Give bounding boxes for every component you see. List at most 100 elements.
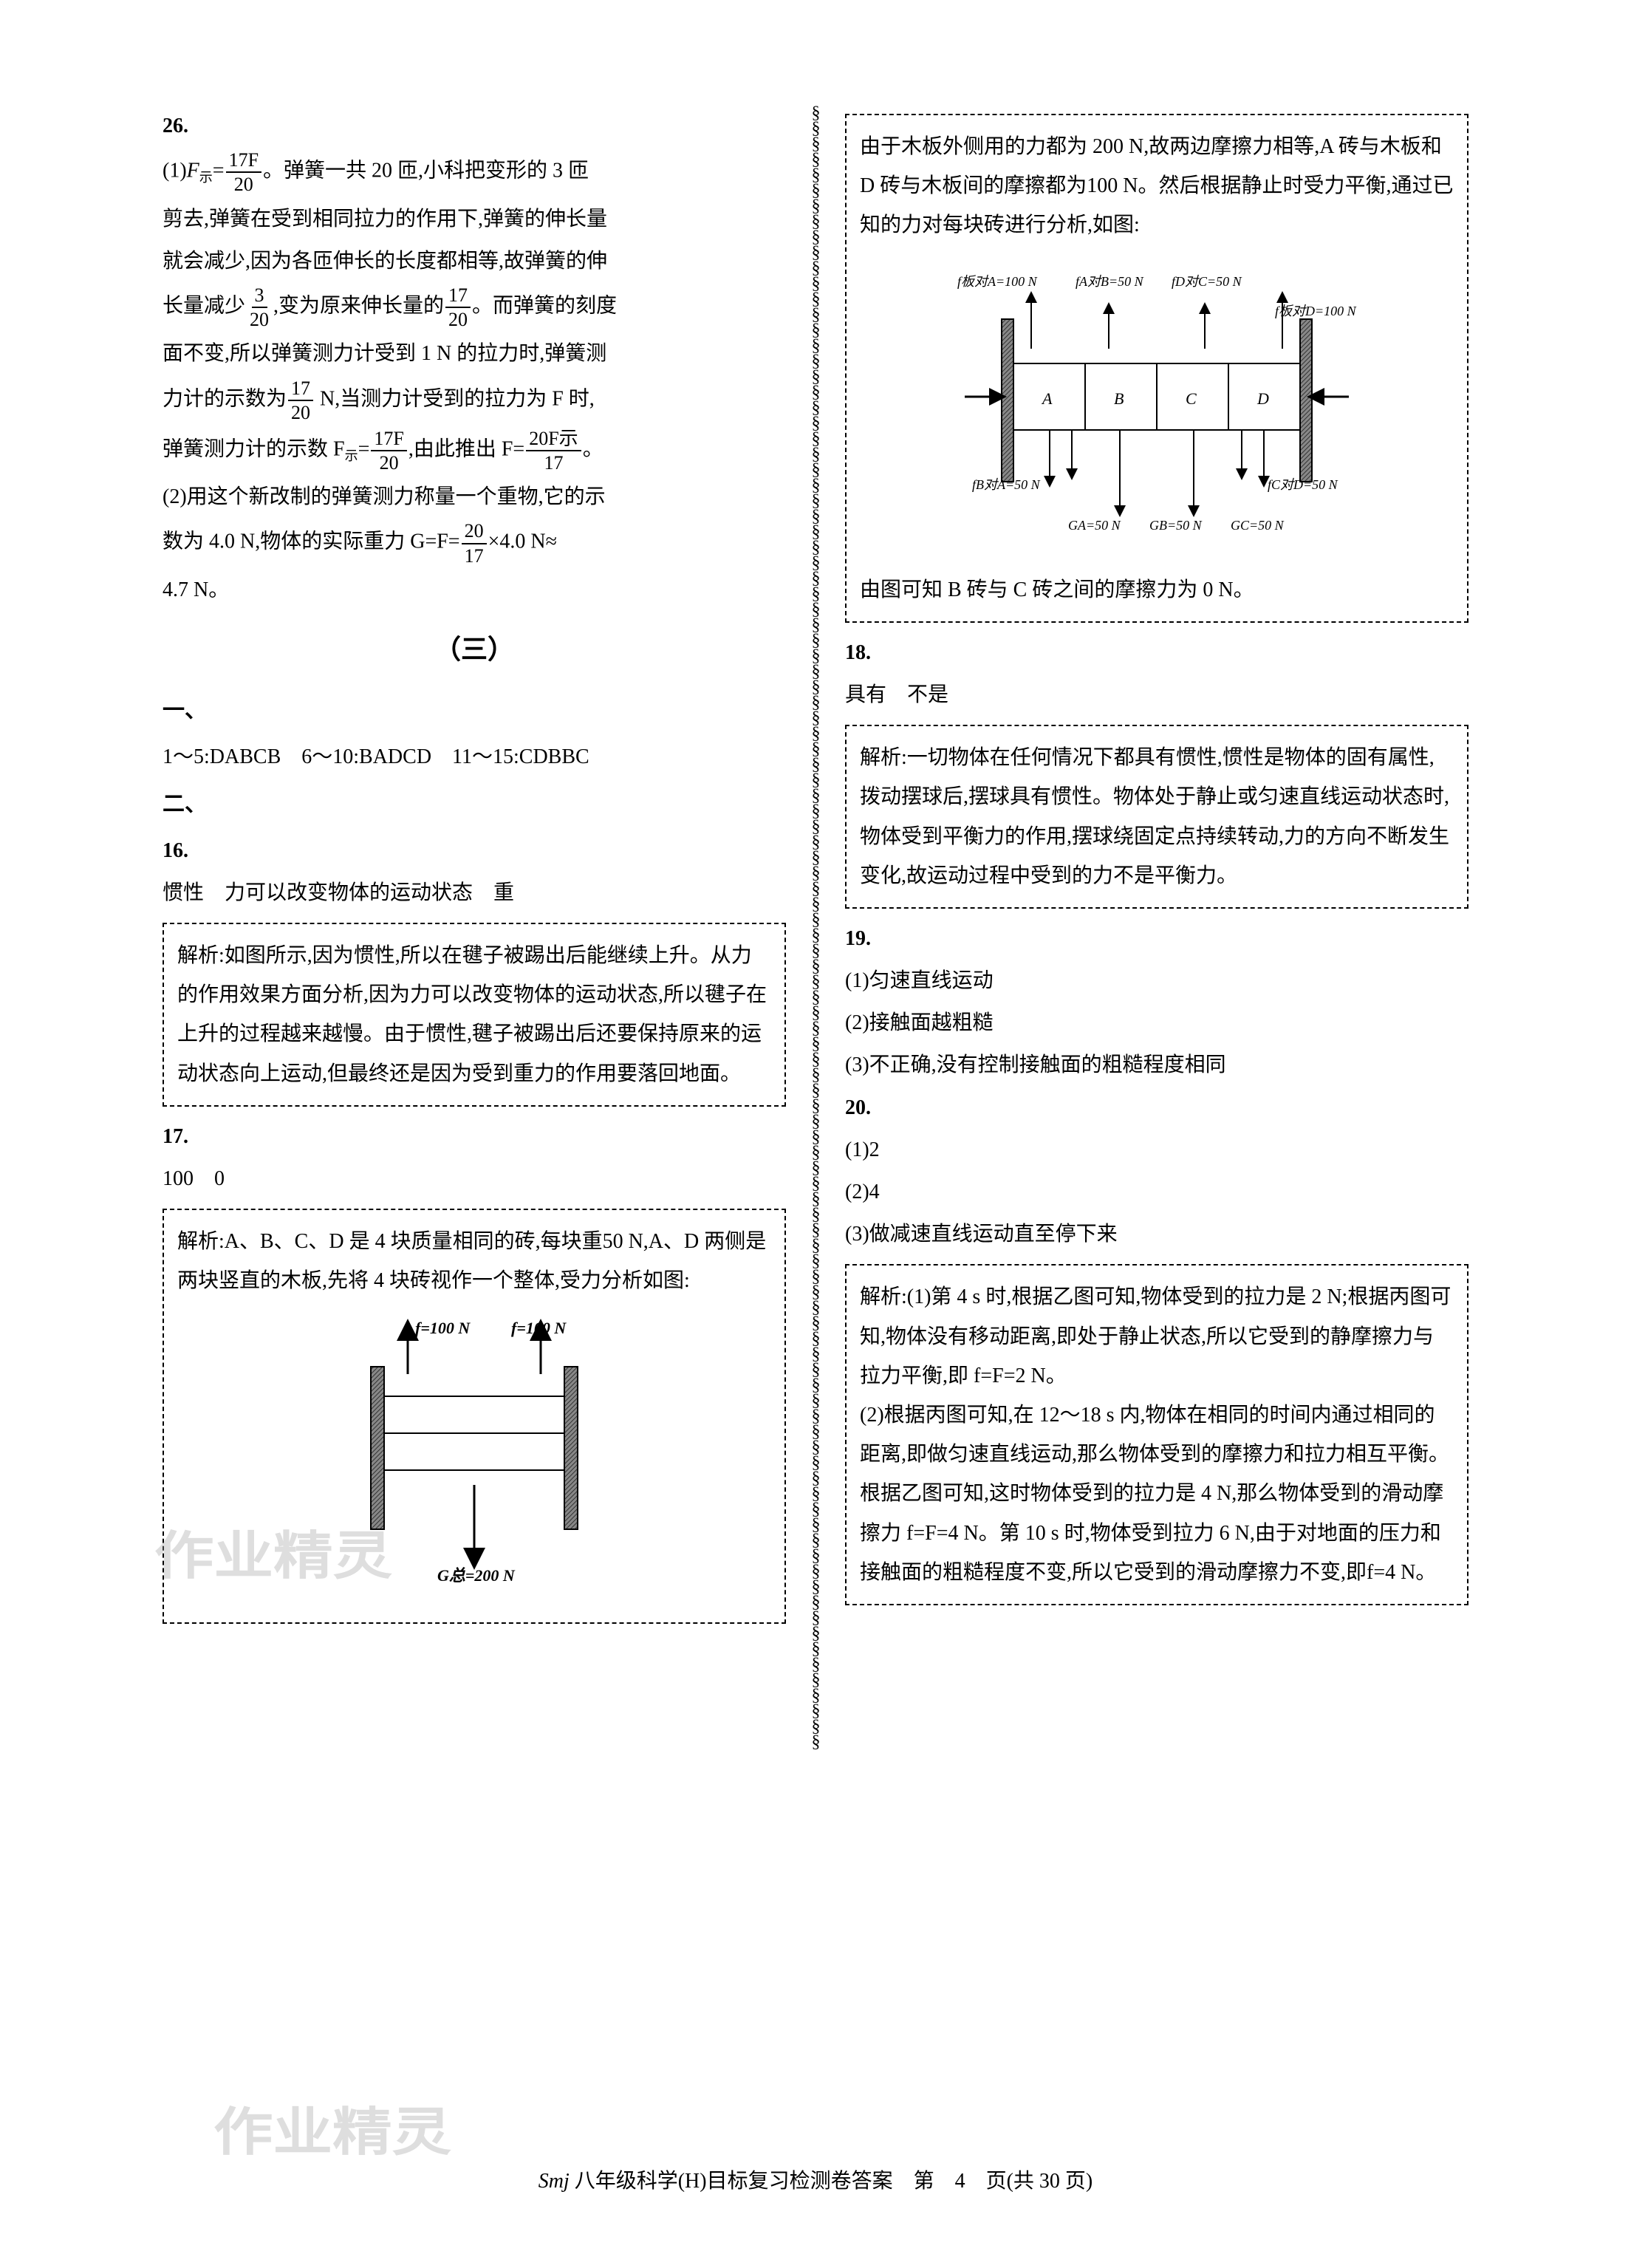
q26-6a: 力计的示数为 (163, 387, 287, 410)
frac2-num: 3 (252, 284, 267, 308)
frac3-den: 20 (445, 308, 471, 331)
brick-b: B (1114, 389, 1124, 408)
page-footer: Smj 八年级科学(H)目标复习检测卷答案 第 4 页(共 30 页) (0, 2165, 1631, 2194)
q-num-18: 18. (845, 641, 871, 664)
frac5: 17F20 (371, 427, 406, 474)
d2-GB: GB=50 N (1149, 518, 1203, 533)
frac2-den: 20 (247, 308, 272, 331)
frac5-num: 17F (371, 427, 406, 451)
d2-GA: GA=50 N (1068, 518, 1121, 533)
left-column: 26. (1)F示=17F20。弹簧一共 20 匝,小科把变形的 3 匝 剪去,… (163, 103, 786, 2128)
q18-number: 18. (845, 633, 1468, 672)
part2-head: 二、 (163, 783, 786, 825)
column-divider: §§§§§§§§§§§§§§§§§§§§§§§§§§§§§§§§§§§§§§§§… (808, 103, 823, 2128)
frac2: 320 (247, 284, 272, 331)
d1-g: G总=200 N (437, 1566, 516, 1585)
q16-answer: 惯性 力可以改变物体的运动状态 重 (163, 873, 786, 912)
q26-line1: (1)F示=17F20。弹簧一共 20 匝,小科把变形的 3 匝 (163, 148, 786, 196)
q26-7d: 。 (583, 437, 603, 460)
q17-continued-box: 由于木板外侧用的力都为 200 N,故两边摩擦力相等,A 砖与木板和 D 砖与木… (845, 114, 1468, 623)
part1-head: 一、 (163, 689, 786, 731)
q19-line2: (2)接触面越粗糙 (845, 1003, 1468, 1042)
q17-answer: 100 0 (163, 1159, 786, 1198)
q20-line1: (1)2 (845, 1130, 1468, 1169)
q26-6b: N,当测力计受到的拉力为 F 时, (315, 387, 595, 410)
divider-wave: §§§§§§§§§§§§§§§§§§§§§§§§§§§§§§§§§§§§§§§§… (808, 103, 823, 1748)
d1-fr: f=100 N (511, 1319, 567, 1337)
d2-fA: f板对A=100 N (957, 274, 1038, 289)
q17-explanation-box: 解析:A、B、C、D 是 4 块质量相同的砖,每块重50 N,A、D 两侧是两块… (163, 1209, 786, 1624)
q17-cont-conclusion: 由图可知 B 砖与 C 砖之间的摩擦力为 0 N。 (860, 570, 1454, 609)
q26-7a: 弹簧测力计的示数 F (163, 437, 345, 460)
q26-line9: 数为 4.0 N,物体的实际重力 G=F=2017×4.0 N≈ (163, 519, 786, 567)
page-content: 26. (1)F示=17F20。弹簧一共 20 匝,小科把变形的 3 匝 剪去,… (163, 103, 1468, 2128)
brick-a: A (1041, 389, 1053, 408)
q26-1a: (1) (163, 160, 187, 182)
d2-fCD: fC对D=50 N (1268, 477, 1338, 492)
q20-line3: (3)做减速直线运动直至停下来 (845, 1215, 1468, 1254)
q-num-17: 17. (163, 1125, 188, 1148)
q26-7c: ,由此推出 F= (408, 437, 524, 460)
q17-number: 17. (163, 1117, 786, 1156)
d2-fDC: fD对C=50 N (1172, 274, 1242, 289)
frac6-den: 17 (541, 451, 566, 474)
q17-cont-text: 由于木板外侧用的力都为 200 N,故两边摩擦力相等,A 砖与木板和 D 砖与木… (860, 127, 1454, 245)
q20-line2: (2)4 (845, 1172, 1468, 1212)
q26-line4: 长量减少320,变为原来伸长量的1720。而弹簧的刻度 (163, 284, 786, 331)
q26-line5: 面不变,所以弹簧测力计受到 1 N 的拉力时,弹簧测 (163, 334, 786, 373)
q19-number: 19. (845, 919, 1468, 958)
right-column: 由于木板外侧用的力都为 200 N,故两边摩擦力相等,A 砖与木板和 D 砖与木… (845, 103, 1468, 2128)
frac7-den: 17 (462, 544, 487, 567)
q26-line10: 4.7 N。 (163, 570, 786, 609)
q26-9a: 数为 4.0 N,物体的实际重力 G=F= (163, 530, 460, 553)
footer-text: 八年级科学(H)目标复习检测卷答案 第 4 页(共 30 页) (575, 2170, 1093, 2193)
q26-7sub: 示 (345, 448, 358, 463)
q26-1sub: 示 (199, 170, 213, 185)
q26-4b: ,变为原来伸长量的 (273, 295, 444, 318)
frac4-num: 17 (288, 377, 313, 401)
q19-line3: (3)不正确,没有控制接触面的粗糙程度相同 (845, 1045, 1468, 1085)
q16-explanation-box: 解析:如图所示,因为惯性,所以在毽子被踢出后能继续上升。从力的作用效果方面分析,… (163, 923, 786, 1107)
q20-explanation-box: 解析:(1)第 4 s 时,根据乙图可知,物体受到的拉力是 2 N;根据丙图可知… (845, 1264, 1468, 1605)
q26-4c: 。而弹簧的刻度 (472, 295, 617, 318)
q20-number: 20. (845, 1088, 1468, 1127)
q26-4a: 长量减少 (163, 295, 245, 318)
q26-line2: 剪去,弹簧在受到相同拉力的作用下,弹簧的伸长量 (163, 199, 786, 239)
q18-explanation-box: 解析:一切物体在任何情况下都具有惯性,惯性是物体的固有属性,拨动摆球后,摆球具有… (845, 725, 1468, 909)
q-num-20: 20. (845, 1096, 871, 1119)
frac1-num: 17F (226, 148, 261, 173)
diagram1: f=100 N f=100 N G总=200 N (177, 1315, 771, 1596)
q26-line3: 就会减少,因为各匝伸长的长度都相等,故弹簧的伸 (163, 242, 786, 281)
q26-line7: 弹簧测力计的示数 F示=17F20,由此推出 F=20F示17。 (163, 427, 786, 474)
q17-explanation-text: 解析:A、B、C、D 是 4 块质量相同的砖,每块重50 N,A、D 两侧是两块… (177, 1222, 771, 1300)
d2-fBD: f板对D=100 N (1275, 304, 1357, 318)
q18-answer: 具有 不是 (845, 675, 1468, 714)
frac3: 1720 (445, 284, 471, 331)
q-num-26: 26. (163, 115, 188, 137)
q26-9b: ×4.0 N≈ (488, 530, 557, 553)
frac4-den: 20 (288, 401, 313, 424)
q-num-16: 16. (163, 839, 188, 862)
frac7: 2017 (462, 519, 487, 567)
q26-1d: 。弹簧一共 20 匝,小科把变形的 3 匝 (263, 160, 589, 182)
q19-line1: (1)匀速直线运动 (845, 961, 1468, 1000)
diagram2-svg: A B C D (928, 260, 1386, 556)
d2-GC: GC=50 N (1231, 518, 1285, 533)
brick-c: C (1186, 389, 1197, 408)
q26-line8: (2)用这个新改制的弹簧测力称量一个重物,它的示 (163, 477, 786, 516)
diagram2: A B C D (860, 260, 1454, 556)
q26-1c: = (213, 160, 225, 182)
brick-d: D (1256, 389, 1269, 408)
section-3-title: （三） (163, 624, 786, 674)
footer-prefix: Smj (538, 2170, 570, 2193)
frac5-den: 20 (377, 451, 402, 474)
q26-line6: 力计的示数为1720 N,当测力计受到的拉力为 F 时, (163, 377, 786, 424)
frac6: 20F示17 (526, 427, 581, 474)
d1-fl: f=100 N (415, 1319, 471, 1337)
q26-number: 26. (163, 106, 786, 146)
frac1: 17F20 (226, 148, 261, 196)
frac1-den: 20 (231, 173, 256, 196)
mc-answers: 1～5:DABCB 6～10:BADCD 11～15:CDBBC (163, 737, 786, 776)
d2-fBA: fB对A=50 N (972, 477, 1041, 492)
q26-7b: = (358, 437, 370, 460)
